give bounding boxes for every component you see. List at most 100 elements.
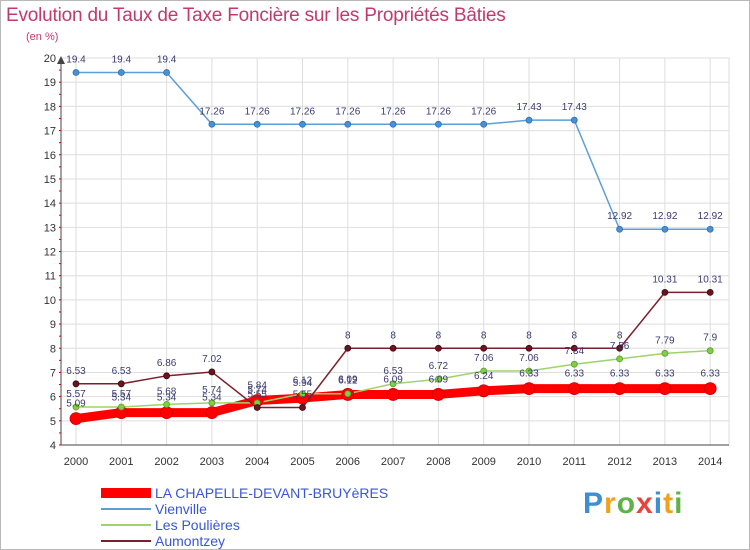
legend-label: Aumontzey	[155, 533, 226, 549]
data-label-3: 6.53	[66, 366, 86, 377]
data-label-3: 6.86	[157, 358, 177, 369]
data-label-3: 8	[390, 330, 396, 341]
legend-swatch	[101, 508, 151, 510]
y-tick-label: 14	[44, 198, 56, 210]
data-label-2: 7.79	[655, 335, 675, 346]
data-point-3	[616, 344, 623, 352]
data-point-1	[344, 120, 352, 128]
data-label-2: 5.74	[202, 385, 222, 396]
y-tick-label: 19	[44, 77, 56, 89]
data-label-0: 5.94	[293, 378, 313, 389]
legend-label: Vienville	[155, 501, 207, 517]
x-tick-label: 2001	[109, 456, 133, 468]
data-point-0	[69, 412, 83, 426]
data-point-3	[253, 404, 261, 411]
data-label-3: 6.53	[112, 366, 132, 377]
data-point-3	[525, 344, 533, 352]
data-point-1	[661, 225, 669, 233]
data-point-3	[163, 372, 171, 380]
y-tick-label: 8	[50, 343, 56, 355]
legend-item-aumontzey: Aumontzey	[101, 533, 441, 549]
x-tick-label: 2011	[562, 456, 586, 468]
data-label-0: 6.24	[474, 371, 494, 382]
data-point-0	[477, 384, 491, 398]
brand-letter: P	[583, 487, 605, 520]
y-tick-label: 10	[44, 295, 56, 307]
data-point-1	[389, 120, 397, 128]
data-labels: 5.09 5.34 5.34 5.34 5.84 5.94 6.09 6.09 6.09 6.24…	[66, 55, 723, 410]
legend-item-vienville: Vienville	[101, 501, 441, 517]
brand-letter: x	[636, 487, 654, 520]
y-tick-label: 20	[44, 53, 56, 65]
x-tick-label: 2005	[290, 456, 314, 468]
data-label-3: 5.55	[247, 390, 267, 401]
data-label-3: 10.31	[698, 274, 723, 285]
data-point-2	[616, 355, 623, 363]
legend-swatch	[101, 540, 151, 542]
data-point-0	[160, 406, 174, 419]
data-label-2: 6.12	[293, 376, 313, 387]
data-point-1	[208, 120, 216, 128]
data-point-1	[434, 120, 442, 128]
data-label-0: 6.33	[610, 369, 630, 380]
data-label-0: 5.34	[112, 393, 132, 404]
y-axis-arrow	[57, 56, 65, 64]
data-point-3	[208, 368, 216, 376]
data-point-0	[658, 382, 672, 396]
data-point-2	[72, 403, 80, 411]
data-point-1	[480, 120, 488, 128]
data-label-0: 5.34	[202, 393, 222, 404]
data-label-1: 12.92	[652, 211, 677, 222]
data-point-0	[613, 382, 626, 396]
x-tick-label: 2000	[64, 456, 88, 468]
x-tick-label: 2010	[517, 456, 541, 468]
x-tick-label: 2012	[607, 456, 631, 468]
data-label-1: 17.26	[426, 106, 451, 117]
x-tick-label: 2003	[200, 456, 224, 468]
data-point-1	[117, 69, 125, 76]
data-label-0: 5.84	[247, 380, 267, 391]
data-label-3: 8	[572, 330, 578, 341]
data-point-0	[386, 388, 400, 401]
data-point-1	[570, 116, 578, 124]
data-label-1: 17.26	[199, 106, 224, 117]
data-point-3	[434, 344, 442, 352]
y-tick-label: 7	[50, 367, 56, 379]
data-label-1: 17.26	[471, 106, 496, 117]
x-tick-label: 2014	[698, 456, 722, 468]
y-tick-label: 17	[44, 126, 56, 138]
data-point-2	[525, 367, 533, 375]
legend-label: Les Poulières	[155, 517, 240, 533]
data-point-3	[299, 404, 306, 411]
data-point-2	[208, 399, 216, 407]
data-point-3	[570, 344, 578, 352]
x-tick-label: 2008	[426, 456, 450, 468]
data-point-0	[703, 382, 717, 396]
series-lines	[69, 69, 717, 426]
data-label-0: 6.33	[655, 369, 675, 380]
data-label-1: 12.92	[698, 211, 723, 222]
data-label-3: 8	[617, 330, 623, 341]
data-point-2	[344, 390, 352, 398]
data-label-3: 8	[481, 330, 487, 341]
legend-swatch	[101, 488, 151, 498]
legend-item-la-chapelle: LA CHAPELLE-DEVANT-BRUYèRES	[101, 485, 441, 501]
y-tick-label: 15	[44, 174, 56, 186]
legend: LA CHAPELLE-DEVANT-BRUYèRES Vienville Le…	[101, 485, 441, 549]
data-label-1: 17.26	[381, 106, 406, 117]
brand-letter: o	[616, 487, 637, 520]
data-label-2: 7.06	[474, 353, 494, 364]
data-label-0: 6.09	[338, 374, 358, 385]
y-tick-label: 5	[50, 416, 56, 428]
data-point-2	[163, 400, 171, 408]
data-point-0	[567, 382, 581, 396]
brand-letter: r	[604, 487, 617, 520]
data-label-3: 8	[526, 330, 532, 341]
data-label-2: 7.06	[519, 353, 539, 364]
data-label-2: 5.57	[66, 389, 86, 400]
data-point-1	[163, 69, 171, 76]
data-label-0: 5.34	[157, 393, 177, 404]
x-tick-label: 2002	[154, 456, 178, 468]
y-tick-label: 4	[50, 440, 56, 452]
data-point-1	[616, 225, 623, 233]
